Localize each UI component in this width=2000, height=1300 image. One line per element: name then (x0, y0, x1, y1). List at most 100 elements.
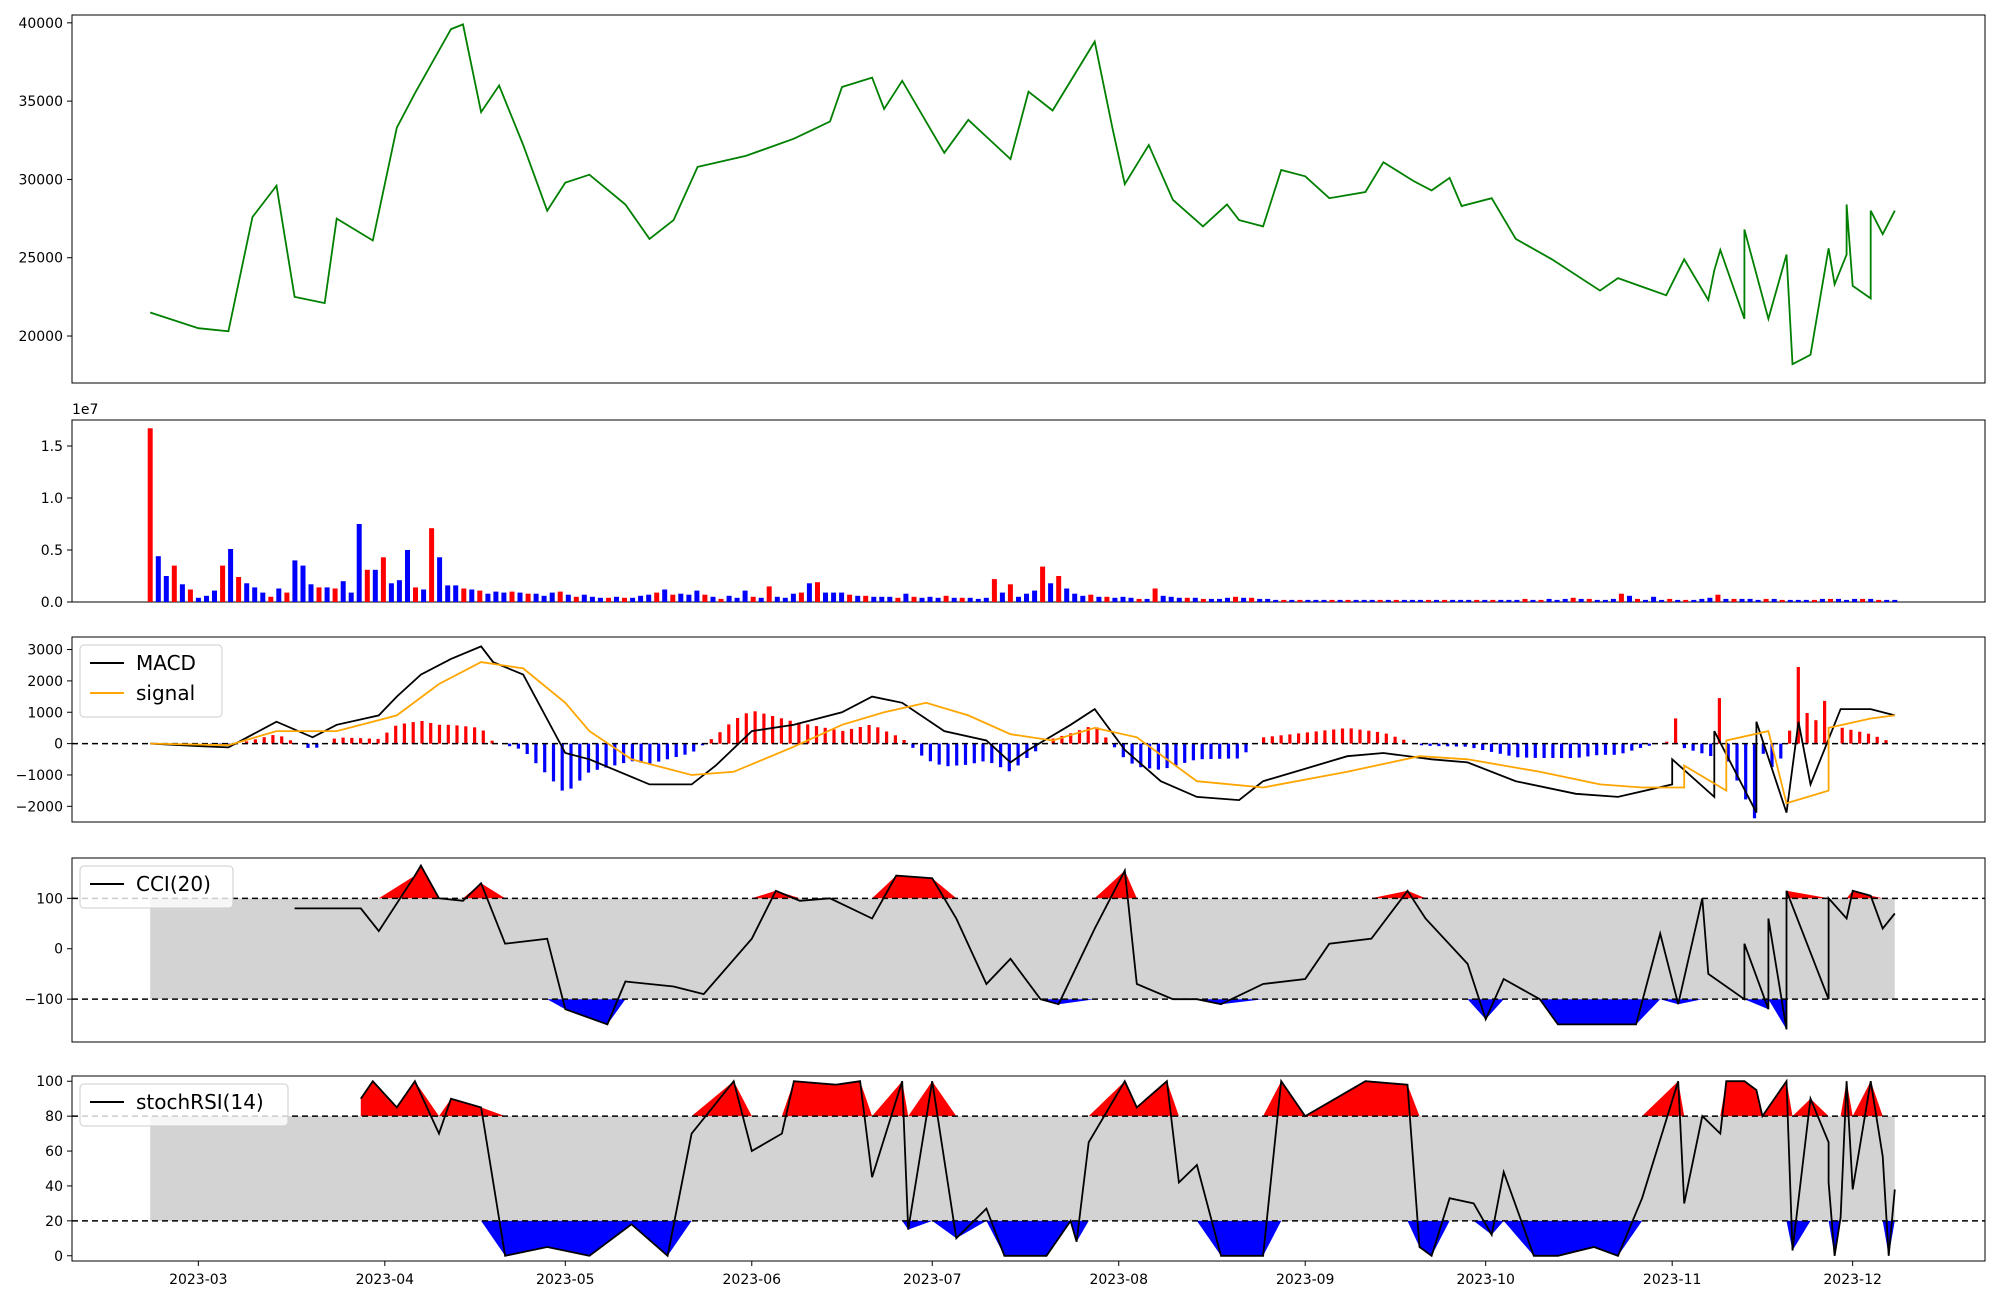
volume-bar (638, 595, 644, 602)
y-tick-label: 40 (45, 1179, 63, 1195)
macd-histogram-bar (1744, 743, 1748, 800)
volume-bar (1787, 599, 1793, 602)
volume-bar (863, 595, 869, 602)
macd-histogram-bar (359, 738, 363, 744)
macd-histogram-bar (911, 743, 915, 748)
macd-histogram-bar (1726, 743, 1730, 762)
macd-histogram-bar (1191, 743, 1195, 761)
price-panel: 20000 25000 30000 35000 40000 (18, 14, 1986, 384)
macd-histogram-bar (920, 743, 924, 756)
y-tick-label: 0 (54, 942, 63, 958)
macd-histogram-bar (1498, 743, 1502, 754)
y-tick-label: 3000 (27, 643, 63, 659)
volume-bar (1385, 599, 1391, 602)
volume-bar (1635, 598, 1640, 602)
macd-histogram-bar (1805, 713, 1809, 744)
volume-bar (1144, 598, 1150, 602)
volume-bar (260, 592, 266, 602)
macd-histogram-bar (1788, 730, 1792, 744)
volume-bar (1450, 599, 1456, 602)
legend-box (79, 1083, 289, 1127)
volume-bar (380, 557, 386, 602)
volume-bar (1321, 599, 1327, 602)
volume-bar (991, 579, 997, 602)
macd-histogram-bar (1682, 743, 1686, 749)
macd-histogram-bar (1060, 735, 1064, 744)
volume-bar (1506, 599, 1512, 602)
macd-histogram-bar (788, 720, 792, 744)
volume-bar (517, 592, 523, 602)
macd-histogram-bar (1279, 735, 1283, 744)
volume-bar (879, 596, 885, 602)
macd-histogram-bar (1560, 743, 1564, 758)
volume-bar (1683, 599, 1689, 602)
macd-histogram-bar (1384, 733, 1388, 744)
macd-histogram-bar (516, 743, 520, 749)
volume-bar (1739, 598, 1745, 602)
volume-bar (782, 597, 788, 602)
volume-bar (477, 590, 483, 602)
volume-bar (1104, 596, 1110, 602)
macd-histogram-bar (902, 740, 906, 744)
y-tick-label: 0 (54, 737, 63, 753)
macd-histogram-bar (280, 736, 284, 744)
volume-bar (1554, 599, 1560, 602)
macd-histogram-bar (1349, 728, 1353, 744)
volume-bar (1265, 598, 1271, 602)
volume-bar (1747, 598, 1753, 602)
volume-bar (1651, 596, 1657, 602)
volume-bar (292, 560, 298, 602)
macd-histogram-bar (1472, 743, 1476, 749)
volume-bar (388, 583, 394, 602)
volume-bar (646, 594, 652, 602)
volume-bar (710, 596, 716, 602)
macd-histogram-bar (1218, 743, 1222, 759)
macd-histogram-bar (569, 743, 573, 789)
volume-bar (943, 595, 949, 602)
volume-bar (823, 592, 828, 602)
volume-bar (565, 594, 571, 602)
legend-label: MACD (136, 651, 196, 675)
volume-bar (1377, 599, 1383, 602)
macd-histogram-bar (972, 743, 976, 764)
cci-overbought-fill (294, 865, 1895, 899)
volume-bar (316, 587, 322, 602)
cci-frame (71, 857, 1986, 1043)
macd-histogram-bar (1595, 743, 1599, 756)
y-tick-label: −100 (25, 992, 63, 1008)
volume-bar (445, 585, 451, 602)
volume-bar (1297, 599, 1303, 602)
volume-bar (179, 584, 185, 602)
volume-bar (622, 597, 627, 602)
volume-bar (1313, 599, 1319, 602)
y-tick-label: 25000 (18, 251, 63, 267)
macd-histogram-bar (1077, 730, 1082, 744)
macd-histogram-bar (1200, 743, 1204, 760)
macd-histogram-bar (411, 722, 415, 744)
macd-histogram-bar (657, 743, 661, 762)
volume-bar (1434, 599, 1439, 602)
macd-histogram-bar (1875, 736, 1879, 744)
macd-histogram-bar (876, 727, 880, 744)
volume-bar (1401, 599, 1407, 602)
macd-histogram-bar (1174, 743, 1178, 766)
volume-bar (1426, 599, 1431, 602)
macd-histogram-bar (1525, 743, 1529, 758)
volume-bar (1281, 599, 1287, 602)
cci-line (294, 863, 1896, 1030)
macd-histogram-bar (709, 739, 713, 744)
macd-histogram-bar (1709, 743, 1713, 756)
macd-histogram-bar (841, 730, 845, 744)
volume-bar (847, 594, 853, 602)
macd-histogram-bar (1814, 720, 1818, 744)
macd-histogram-bar (253, 739, 257, 744)
volume-bar (1458, 599, 1464, 602)
x-tick-label: 2023-06 (723, 1272, 782, 1288)
macd-histogram-bar (990, 743, 994, 764)
volume-bar (1763, 598, 1769, 602)
volume-bar (1490, 599, 1496, 602)
volume-bar (429, 528, 435, 602)
volume-bar (171, 565, 177, 602)
volume-bar (1675, 599, 1681, 602)
